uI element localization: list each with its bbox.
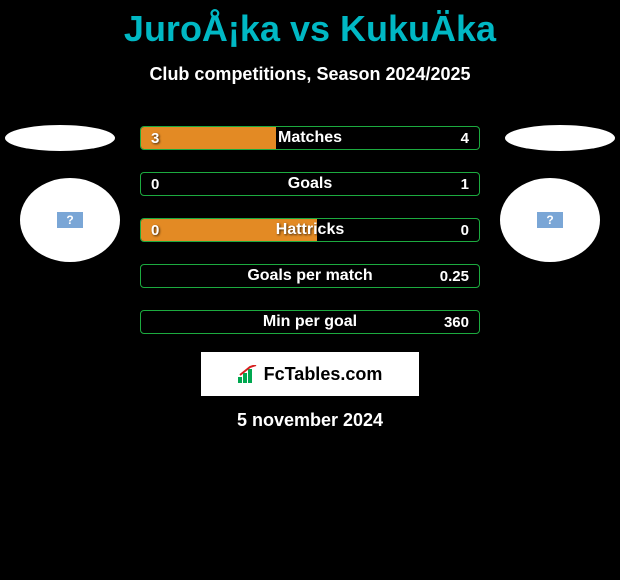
stat-right-value: 4 (461, 130, 469, 147)
stat-label: Hattricks (276, 221, 344, 239)
stat-label: Goals per match (247, 267, 372, 285)
left-team-badge-icon: ? (57, 212, 83, 228)
right-team-badge-icon: ? (537, 212, 563, 228)
date-text: 5 november 2024 (237, 410, 383, 431)
subtitle: Club competitions, Season 2024/2025 (0, 64, 620, 85)
stat-right-value: 1 (461, 176, 469, 193)
branding-text: FcTables.com (264, 364, 383, 385)
stat-right-value: 360 (444, 314, 469, 331)
branding-inner: FcTables.com (238, 364, 383, 385)
branding-panel: FcTables.com (201, 352, 419, 396)
stat-left-value: 0 (151, 222, 159, 239)
stat-right-value: 0 (461, 222, 469, 239)
stat-label: Matches (278, 129, 342, 147)
badge-symbol: ? (546, 213, 553, 227)
stat-label: Goals (288, 175, 332, 193)
stat-fill-left (141, 127, 276, 149)
left-team-ellipse (5, 125, 115, 151)
page-title: JuroÅ¡ka vs KukuÄka (0, 0, 620, 50)
stats-container: 3 Matches 4 0 Goals 1 0 Hattricks 0 Goal… (140, 126, 480, 356)
stat-left-value: 3 (151, 130, 159, 147)
fctables-logo-icon (238, 365, 260, 383)
right-team-ellipse (505, 125, 615, 151)
stat-row-goals: 0 Goals 1 (140, 172, 480, 196)
stat-row-min-per-goal: Min per goal 360 (140, 310, 480, 334)
right-team-circle: ? (500, 178, 600, 262)
left-team-circle: ? (20, 178, 120, 262)
stat-label: Min per goal (263, 313, 357, 331)
stat-row-goals-per-match: Goals per match 0.25 (140, 264, 480, 288)
stat-row-hattricks: 0 Hattricks 0 (140, 218, 480, 242)
badge-symbol: ? (66, 213, 73, 227)
stat-row-matches: 3 Matches 4 (140, 126, 480, 150)
stat-left-value: 0 (151, 176, 159, 193)
stat-right-value: 0.25 (440, 268, 469, 285)
